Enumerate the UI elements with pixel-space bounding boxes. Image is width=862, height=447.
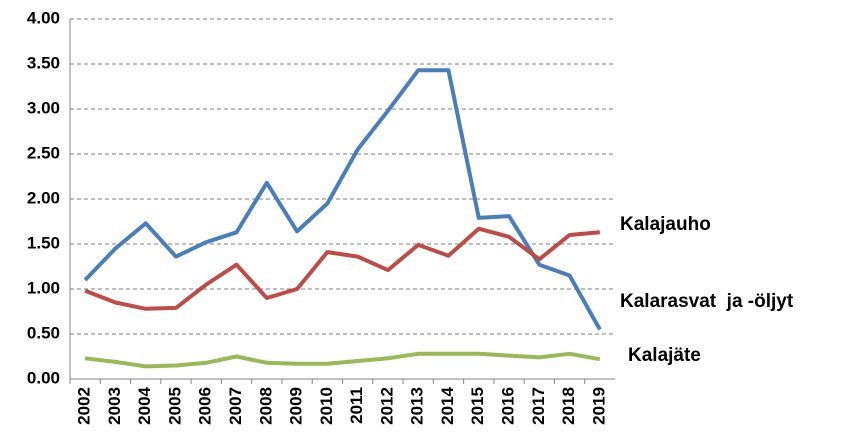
y-tick-label: 3.00 — [27, 98, 60, 117]
x-tick-label: 2007 — [226, 387, 245, 425]
x-tick-label: 2010 — [317, 387, 336, 425]
series-label: Kalarasvat ja -öljyt — [620, 291, 794, 312]
series-line — [84, 226, 601, 311]
series-label: Kalajauho — [620, 214, 711, 235]
x-tick-label: 2011 — [347, 387, 366, 424]
x-tick-label: 2008 — [256, 387, 275, 425]
x-tick-label: 2015 — [468, 387, 487, 425]
y-tick-label: 2.50 — [27, 143, 60, 162]
x-tick-label: 2006 — [196, 387, 215, 425]
y-tick-label: 4.00 — [27, 8, 60, 27]
x-tick-label: 2002 — [75, 387, 94, 425]
x-tick-label: 2012 — [377, 387, 396, 425]
series-label: Kalajäte — [628, 345, 701, 366]
y-tick-label: 2.00 — [27, 188, 60, 207]
y-tick-label: 1.50 — [27, 233, 60, 252]
x-tick-label: 2014 — [438, 386, 457, 424]
x-tick-label: 2018 — [559, 387, 578, 425]
y-tick-label: 0.00 — [27, 368, 60, 387]
x-tick-label: 2004 — [135, 386, 154, 424]
x-tick-label: 2005 — [165, 387, 184, 425]
x-tick-label: 2009 — [287, 387, 306, 425]
series-line — [83, 68, 602, 331]
x-tick-label: 2016 — [499, 387, 518, 425]
x-tick-label: 2017 — [529, 387, 548, 425]
series-line — [84, 351, 601, 369]
y-tick-label: 1.00 — [27, 278, 60, 297]
x-tick-label: 2003 — [105, 387, 124, 425]
x-tick-label: 2013 — [408, 387, 427, 425]
y-tick-label: 3.50 — [27, 53, 60, 72]
x-tick-label: 2019 — [589, 387, 608, 425]
y-tick-label: 0.50 — [27, 323, 60, 342]
